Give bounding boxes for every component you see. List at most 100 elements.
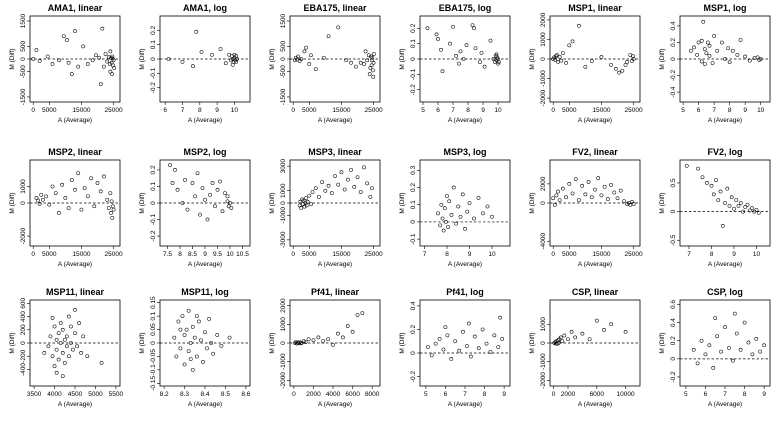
data-point [73,331,77,335]
data-point [344,58,349,63]
data-point [58,341,63,345]
x-tick-label: 5 [424,391,428,398]
data-point [188,341,193,345]
x-tick-label: 5000 [562,107,577,114]
data-point [203,330,207,335]
data-point [589,195,594,200]
data-point [729,195,734,200]
data-point [175,187,180,192]
x-tick-label: 15000 [592,107,610,114]
data-point [109,199,114,204]
data-point [321,339,326,344]
data-point [580,331,585,336]
data-point [81,44,85,49]
data-point [76,64,81,69]
data-point [461,329,465,334]
data-point [303,340,308,344]
data-point [620,68,625,73]
data-point [196,319,201,324]
data-point [85,62,90,66]
data-point [367,72,372,77]
scatter-panel: FV2, log 7 8 9 10 -0.5 0 0.5 A (Average) M (Diff) [659,147,771,268]
data-point [488,349,493,354]
data-point [699,338,704,343]
data-point [110,56,115,61]
x-tick-label: 6 [704,391,708,398]
data-point [190,324,195,329]
x-tick-label: 8 [743,391,747,398]
x-tick-label: 5 [684,391,688,398]
x-axis-label: A (Average) [578,401,612,408]
data-point [587,337,592,342]
x-tick-label: 6 [444,391,448,398]
data-point [593,187,597,192]
data-point [699,38,704,43]
data-point [90,58,95,63]
x-axis-label: A (Average) [188,117,222,124]
y-tick-label: 500 [280,41,287,52]
y-axis-label: M (Diff) [529,48,536,69]
x-axis-label: A (Average) [578,261,612,268]
data-point [60,351,65,355]
data-point [436,211,440,216]
data-point [564,195,568,200]
y-tick-label: 0 [410,351,417,355]
data-point [170,181,175,186]
x-axis-label: A (Average) [318,401,352,408]
y-axis-label: M (Diff) [399,192,406,213]
data-point [229,206,234,210]
x-tick-label: 8 [178,251,182,258]
data-point [304,196,308,200]
data-point [218,47,223,51]
data-point [727,346,731,350]
x-tick-label: 0 [291,251,295,258]
data-point [370,58,374,63]
panel-title: MSP2, log [183,147,226,157]
data-point [45,54,50,59]
data-point [460,192,465,197]
data-point [355,175,360,180]
data-point [69,324,73,329]
x-axis-label: A (Average) [448,261,482,268]
x-tick-label: 8.5 [188,251,197,258]
data-point [215,333,220,337]
x-tick-label: 0 [551,107,555,114]
data-point [684,163,689,168]
data-point [37,59,42,63]
data-point [482,64,487,69]
data-point [352,185,357,189]
x-tick-label: 0 [551,251,555,258]
data-point [557,198,562,203]
data-point [631,54,635,58]
x-axis-label: A (Average) [58,261,92,268]
data-point [63,196,68,200]
data-point [449,357,454,361]
data-point [66,206,71,210]
panel-title: EBA175, linear [303,3,367,13]
data-point [742,320,747,325]
x-tick-label: 10 [231,107,239,114]
data-point [64,334,69,339]
data-point [484,341,489,346]
x-axis-label: A (Average) [448,117,482,124]
y-tick-label: 1000 [280,317,287,332]
scatter-panel: Pf41, linear 0 2000 4000 6000 8000 -2000 -1000 0… [269,287,381,408]
data-point [735,52,740,57]
data-point [492,333,497,338]
data-point [707,343,712,348]
x-tick-label: 8 [710,251,714,258]
data-point [441,228,446,233]
data-point [69,72,74,77]
data-point [336,182,341,187]
data-point [65,38,69,42]
data-point [628,53,633,57]
data-point [57,211,61,215]
y-tick-label: 0 [280,341,287,345]
data-point [448,41,452,46]
data-point [57,58,61,63]
panel-title: MSP3, linear [308,147,362,157]
data-point [47,202,52,207]
x-tick-label: 6 [163,107,167,114]
y-axis-label: M (Diff) [9,332,16,353]
data-point [223,191,227,195]
